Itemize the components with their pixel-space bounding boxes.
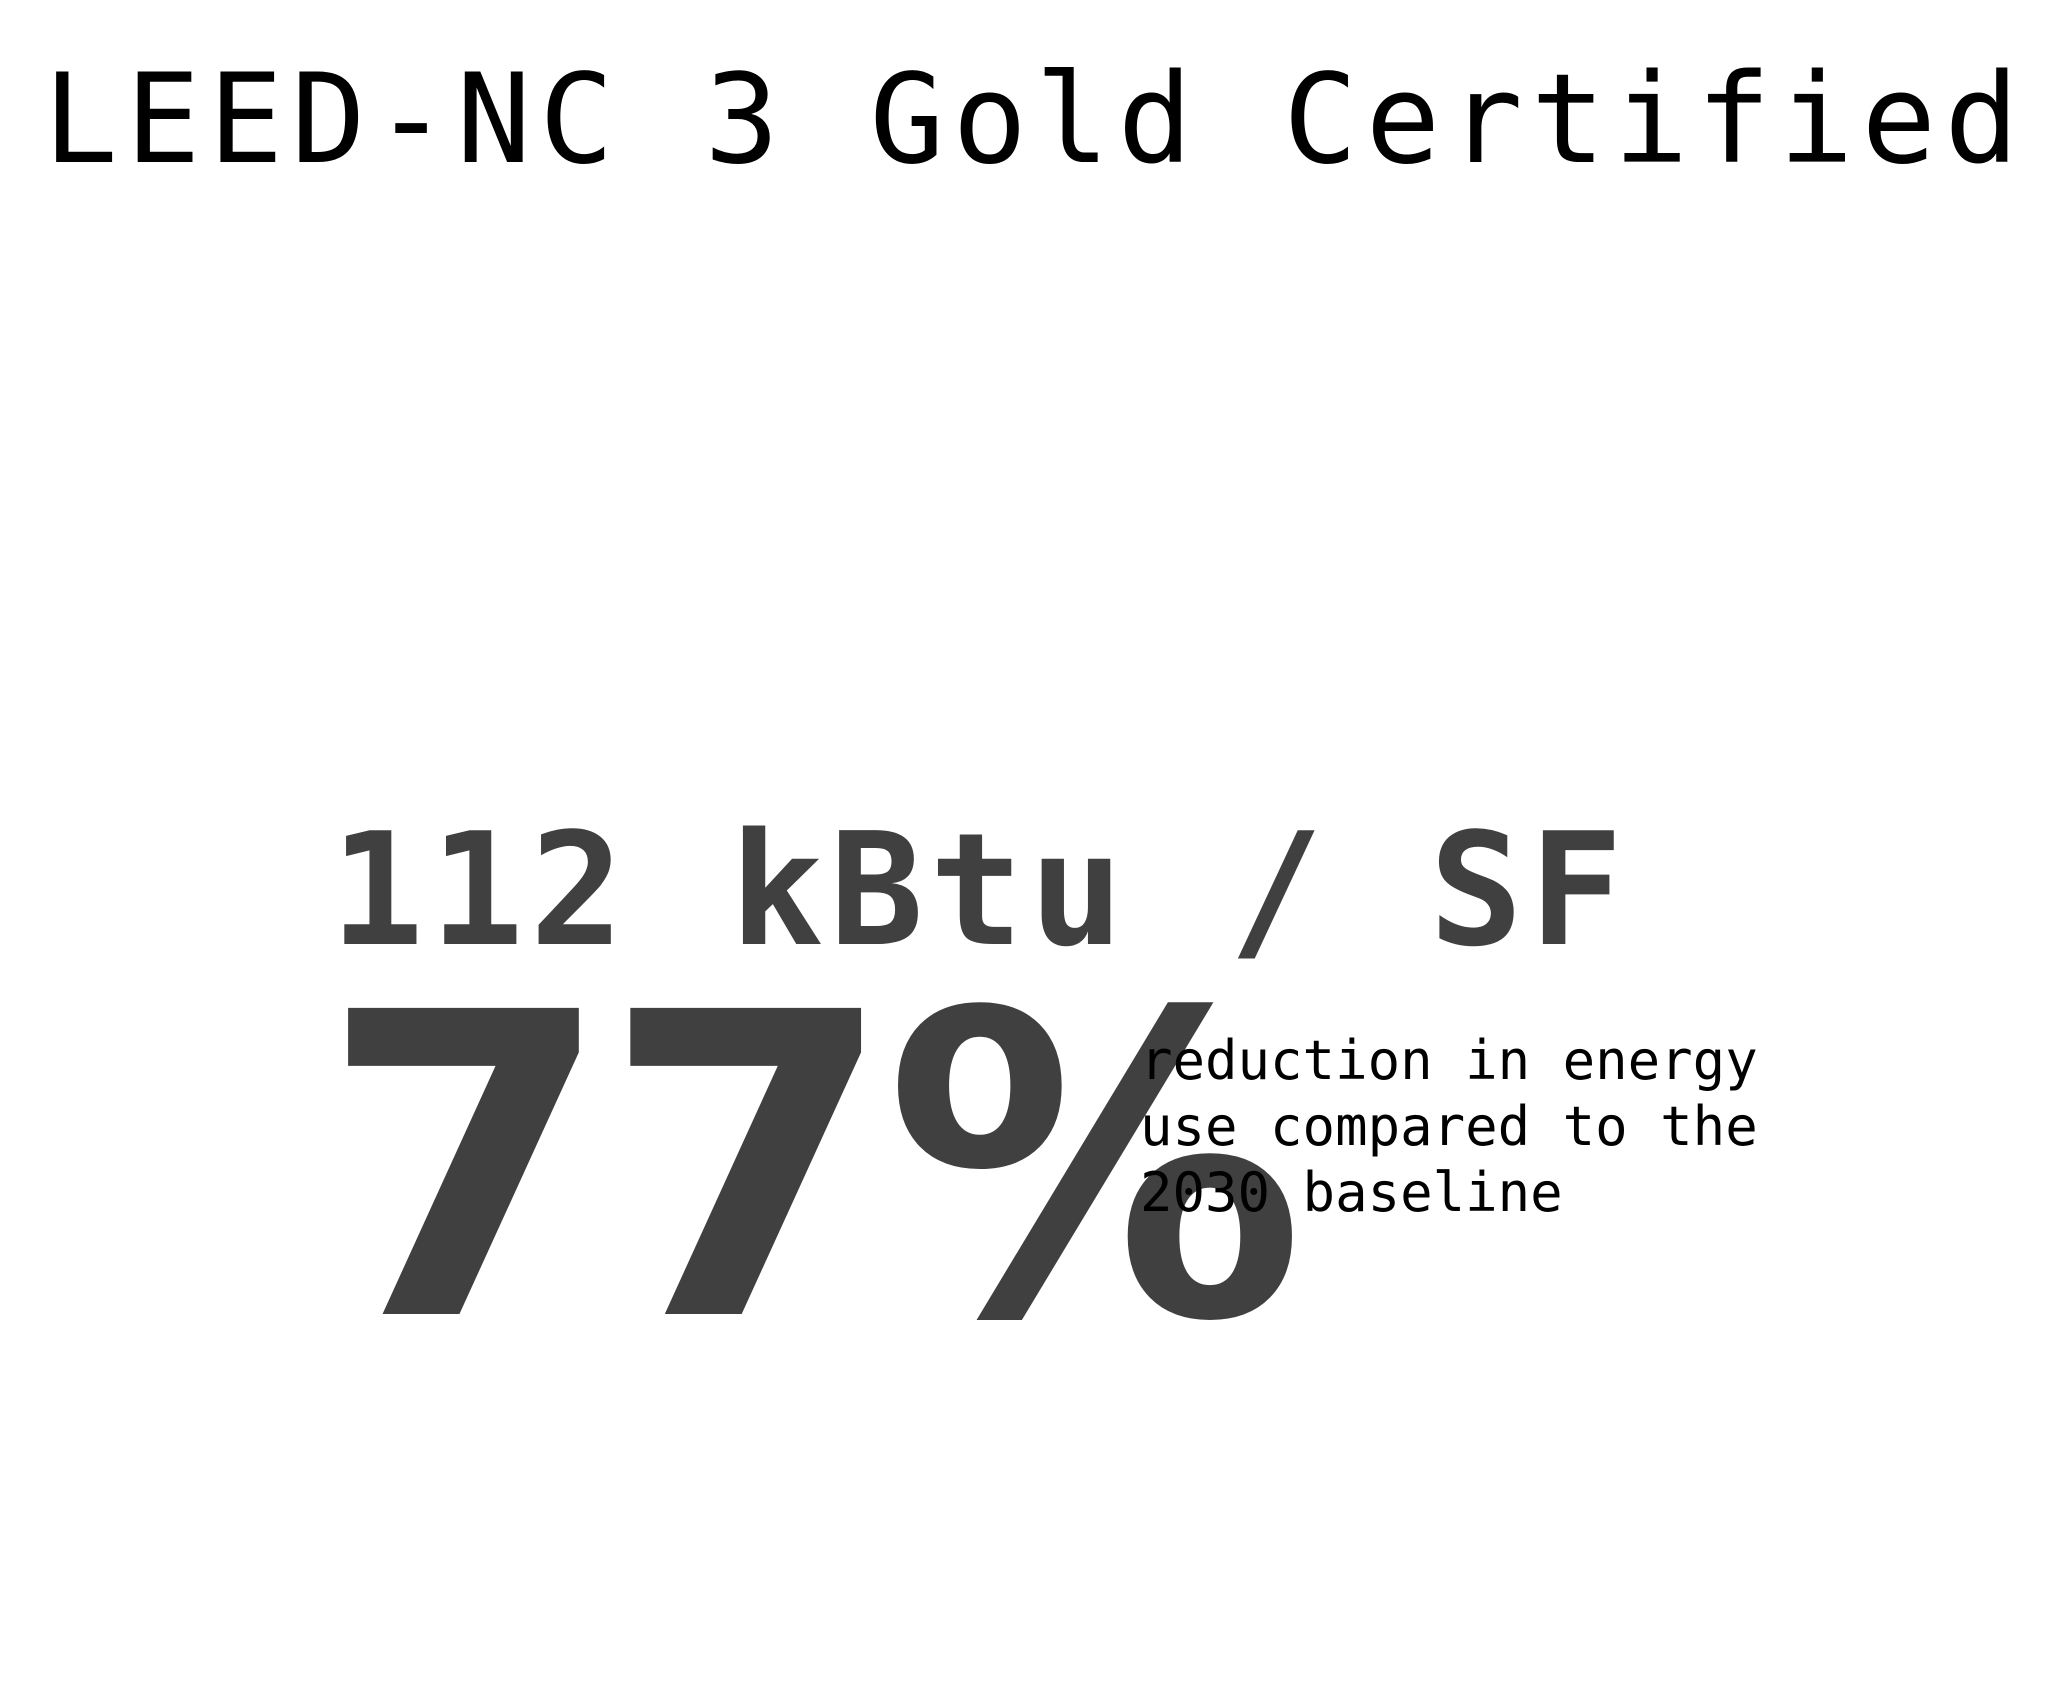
certification-title: LEED-NC 3 Gold Certified bbox=[43, 48, 2027, 192]
energy-reduction-description: reduction in energy use compared to the … bbox=[1140, 1028, 1760, 1226]
description-line: 2030 baseline bbox=[1140, 1161, 1563, 1224]
energy-reduction-percent: 77% bbox=[320, 925, 1305, 1414]
description-line: use compared to the bbox=[1140, 1095, 1758, 1158]
description-line: reduction in energy bbox=[1140, 1029, 1758, 1092]
energy-intensity-value: 112 kBtu / SF bbox=[330, 799, 1629, 981]
